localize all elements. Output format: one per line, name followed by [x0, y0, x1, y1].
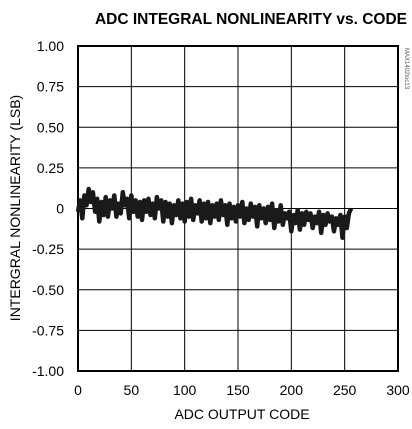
y-tick-labels: 1.00 0.75 0.50 0.25 0 -0.25 -0.50 -0.75 -1.00	[32, 38, 64, 379]
x-tick-label: 50	[124, 382, 140, 398]
x-tick-label: 300	[386, 382, 410, 398]
y-tick-label: -0.25	[32, 241, 64, 257]
x-tick-label: 250	[333, 382, 357, 398]
y-tick-label: -0.50	[32, 282, 64, 298]
x-axis-label: ADC OUTPUT CODE	[174, 406, 309, 422]
chart-title: ADC INTEGRAL NONLINEARITY vs. CODE	[95, 11, 407, 28]
figure-id-label: MAX1402toc13	[403, 48, 409, 90]
x-tick-label: 0	[74, 382, 82, 398]
y-tick-label: -0.75	[32, 322, 64, 338]
y-tick-label: -1.00	[32, 363, 64, 379]
y-tick-label: 0.50	[37, 119, 64, 135]
x-tick-label: 100	[173, 382, 197, 398]
y-axis-label: INTERGRAL NONLINEARITY (LSB)	[7, 95, 23, 321]
y-tick-label: 1.00	[37, 38, 64, 54]
x-tick-label: 200	[280, 382, 304, 398]
series-line	[75, 186, 354, 241]
x-tick-label: 150	[226, 382, 250, 398]
x-tick-labels: 0 50 100 150 200 250 300	[74, 382, 410, 398]
y-tick-label: 0.25	[37, 160, 64, 176]
y-tick-label: 0.75	[37, 79, 64, 95]
y-tick-label: 0	[56, 201, 64, 217]
